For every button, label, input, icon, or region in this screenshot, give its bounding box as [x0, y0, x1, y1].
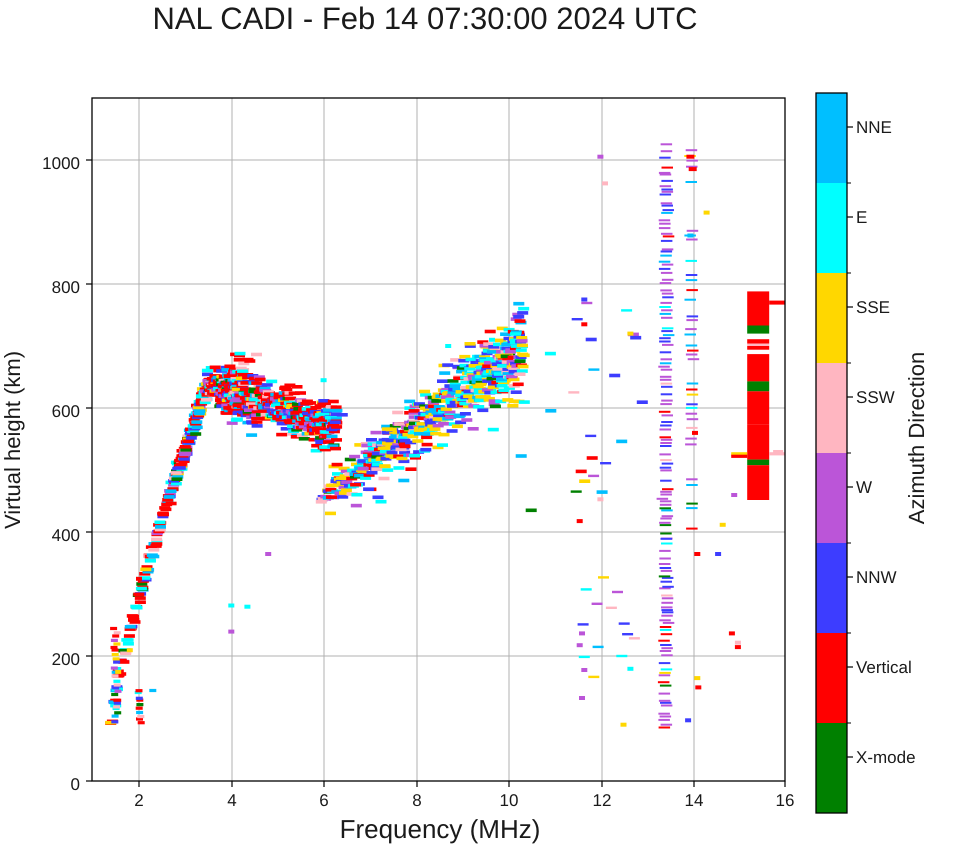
- svg-text:8: 8: [412, 791, 421, 810]
- svg-text:12: 12: [593, 791, 612, 810]
- svg-text:W: W: [856, 478, 872, 497]
- svg-text:SSW: SSW: [856, 388, 895, 407]
- svg-text:Frequency (MHz): Frequency (MHz): [340, 814, 541, 844]
- svg-text:6: 6: [319, 791, 328, 810]
- svg-text:NNE: NNE: [856, 118, 892, 137]
- svg-text:16: 16: [776, 791, 795, 810]
- svg-text:4: 4: [227, 791, 236, 810]
- svg-text:Virtual height (km): Virtual height (km): [0, 351, 25, 529]
- svg-text:14: 14: [685, 791, 704, 810]
- svg-text:Vertical: Vertical: [856, 658, 912, 677]
- svg-text:400: 400: [52, 526, 80, 545]
- svg-text:0: 0: [71, 775, 80, 794]
- svg-text:200: 200: [52, 650, 80, 669]
- svg-text:Azimuth Direction: Azimuth Direction: [904, 352, 929, 524]
- svg-text:NNW: NNW: [856, 568, 897, 587]
- svg-text:800: 800: [52, 278, 80, 297]
- svg-text:600: 600: [52, 402, 80, 421]
- svg-text:10: 10: [500, 791, 519, 810]
- svg-text:X-mode: X-mode: [856, 748, 916, 767]
- svg-text:2: 2: [134, 791, 143, 810]
- svg-text:SSE: SSE: [856, 298, 890, 317]
- svg-text:1000: 1000: [42, 154, 80, 173]
- svg-text:E: E: [856, 208, 867, 227]
